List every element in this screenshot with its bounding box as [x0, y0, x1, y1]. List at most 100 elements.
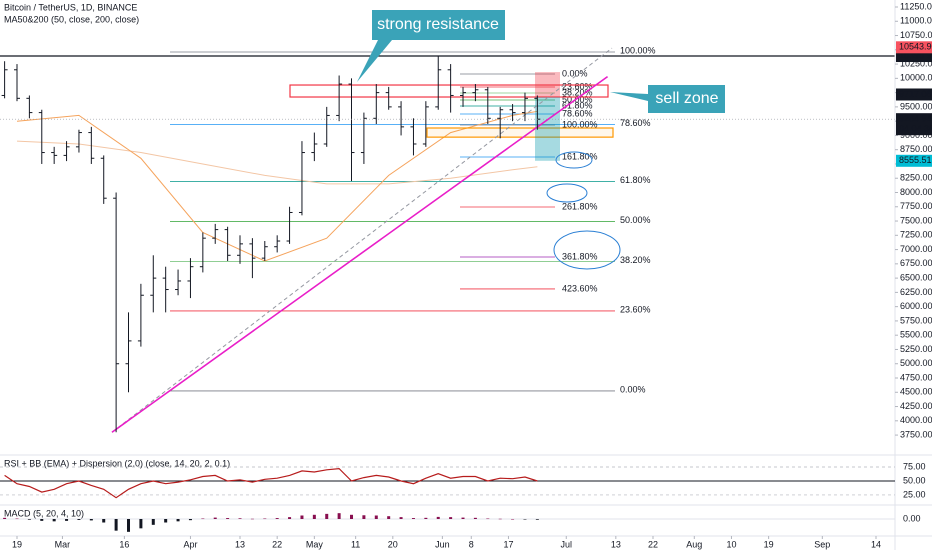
- macd-bar: [176, 519, 180, 522]
- fib-label: 0.00%: [562, 68, 588, 78]
- callout-box: [357, 10, 505, 82]
- macd-bar: [201, 518, 205, 520]
- y-tick-label: 6250.00: [900, 287, 932, 297]
- x-tick-label: May: [306, 539, 324, 549]
- macd-bar: [114, 519, 118, 531]
- macd-bar: [52, 519, 56, 522]
- position-stop: [535, 72, 560, 98]
- price-label: 10543.90: [899, 42, 932, 52]
- price-label: 8555.51: [899, 155, 932, 165]
- y-tick-label: 11250.00: [900, 1, 932, 11]
- macd-bar: [288, 517, 292, 519]
- pane-title: MACD (5, 20, 4, 10): [4, 508, 84, 518]
- macd-bar: [89, 519, 93, 521]
- y-tick-label: 25.00: [903, 489, 926, 499]
- x-tick-label: Sep: [814, 539, 830, 549]
- macd-bar: [325, 513, 329, 519]
- ellipse: [546, 183, 588, 203]
- fib-label: 50.00%: [620, 215, 651, 225]
- x-tick-label: Apr: [183, 539, 197, 549]
- y-tick-label: 4000.00: [900, 415, 932, 425]
- y-tick-label: 10750.00: [900, 30, 932, 40]
- trend-dashed: [111, 47, 613, 433]
- macd-bar: [139, 519, 143, 529]
- fib-label: 38.20%: [562, 87, 593, 97]
- macd-bar: [164, 519, 168, 523]
- macd-bar: [275, 518, 279, 519]
- macd-bar: [449, 517, 453, 519]
- y-tick-label: 7250.00: [900, 230, 932, 240]
- x-tick-label: 11: [351, 539, 360, 549]
- fib-label: 161.80%: [562, 151, 598, 161]
- macd-bar: [226, 518, 230, 519]
- main-pane: 100.00%78.60%61.80%50.00%38.20%23.60%0.0…: [0, 45, 895, 433]
- macd-bar: [350, 514, 354, 519]
- fib-label: 38.20%: [620, 255, 651, 265]
- callout-box: [610, 85, 725, 113]
- macd-bar: [486, 518, 490, 520]
- macd-bar: [151, 519, 155, 525]
- x-tick-label: Aug: [686, 539, 702, 549]
- y-tick-label: 0.00: [903, 513, 921, 523]
- macd-bar: [312, 514, 316, 519]
- pane-title: RSI + BB (EMA) + Dispersion (2.0) (close…: [4, 458, 230, 468]
- fib-label: 23.60%: [562, 81, 593, 91]
- x-tick-label: 19: [12, 539, 22, 549]
- macd-bar: [374, 515, 378, 519]
- y-tick-label: 7000.00: [900, 244, 932, 254]
- y-tick-label: 9500.00: [900, 101, 932, 111]
- fib-label: 361.80%: [562, 251, 598, 261]
- macd-bar: [27, 519, 31, 520]
- x-tick-label: 16: [119, 539, 129, 549]
- fib-label: 423.60%: [562, 283, 598, 293]
- macd-bar: [102, 519, 106, 523]
- fib-label: 78.60%: [562, 108, 593, 118]
- macd-bar: [15, 518, 19, 520]
- x-tick-label: 8: [469, 539, 474, 549]
- position-target: [535, 97, 560, 161]
- macd-bar: [362, 515, 366, 519]
- macd-bar: [387, 516, 391, 519]
- y-tick-label: 5250.00: [900, 344, 932, 354]
- chart-title: Bitcoin / TetherUS, 1D, BINANCE: [4, 2, 137, 12]
- x-tick-label: 13: [611, 539, 621, 549]
- fib-label: 61.80%: [620, 175, 651, 185]
- y-tick-label: 4250.00: [900, 401, 932, 411]
- ma200-line: [16, 140, 538, 185]
- price-label: 9717.08: [899, 89, 932, 99]
- price-label-box: [896, 113, 932, 136]
- y-tick-label: 4750.00: [900, 372, 932, 382]
- y-tick-label: 10000.00: [900, 73, 932, 83]
- macd-bar: [40, 519, 44, 521]
- fib-label: 23.60%: [620, 304, 651, 314]
- x-tick-label: 20: [388, 539, 398, 549]
- y-tick-label: 10250.00: [900, 58, 932, 68]
- y-tick-label: 75.00: [903, 461, 926, 471]
- macd-bar: [436, 516, 440, 519]
- x-tick-label: 19: [764, 539, 774, 549]
- macd-bar: [337, 513, 341, 519]
- chart-subtitle: MA50&200 (50, close, 200, close): [4, 14, 139, 24]
- y-tick-label: 7500.00: [900, 215, 932, 225]
- y-tick-label: 5750.00: [900, 315, 932, 325]
- fib-label: 100.00%: [562, 119, 598, 129]
- macd-bar: [213, 517, 217, 519]
- macd-bar: [250, 518, 254, 520]
- x-tick-label: 22: [648, 539, 658, 549]
- rsi-line: [4, 467, 538, 499]
- y-tick-label: 7750.00: [900, 201, 932, 211]
- macd-bar: [498, 518, 502, 520]
- ma50-line: [16, 110, 538, 262]
- price-label: 9284.54: [899, 114, 932, 124]
- fib-label: 100.00%: [620, 45, 656, 55]
- y-tick-label: 3750.00: [900, 429, 932, 439]
- y-tick-label: 6000.00: [900, 301, 932, 311]
- annotation: sell zone: [655, 90, 718, 107]
- fib-label: 261.80%: [562, 201, 598, 211]
- fib-label: 61.80%: [562, 100, 593, 110]
- y-tick-label: 5000.00: [900, 358, 932, 368]
- x-tick-label: 13: [235, 539, 245, 549]
- x-tick-label: Jun: [435, 539, 450, 549]
- trendline: [111, 75, 609, 433]
